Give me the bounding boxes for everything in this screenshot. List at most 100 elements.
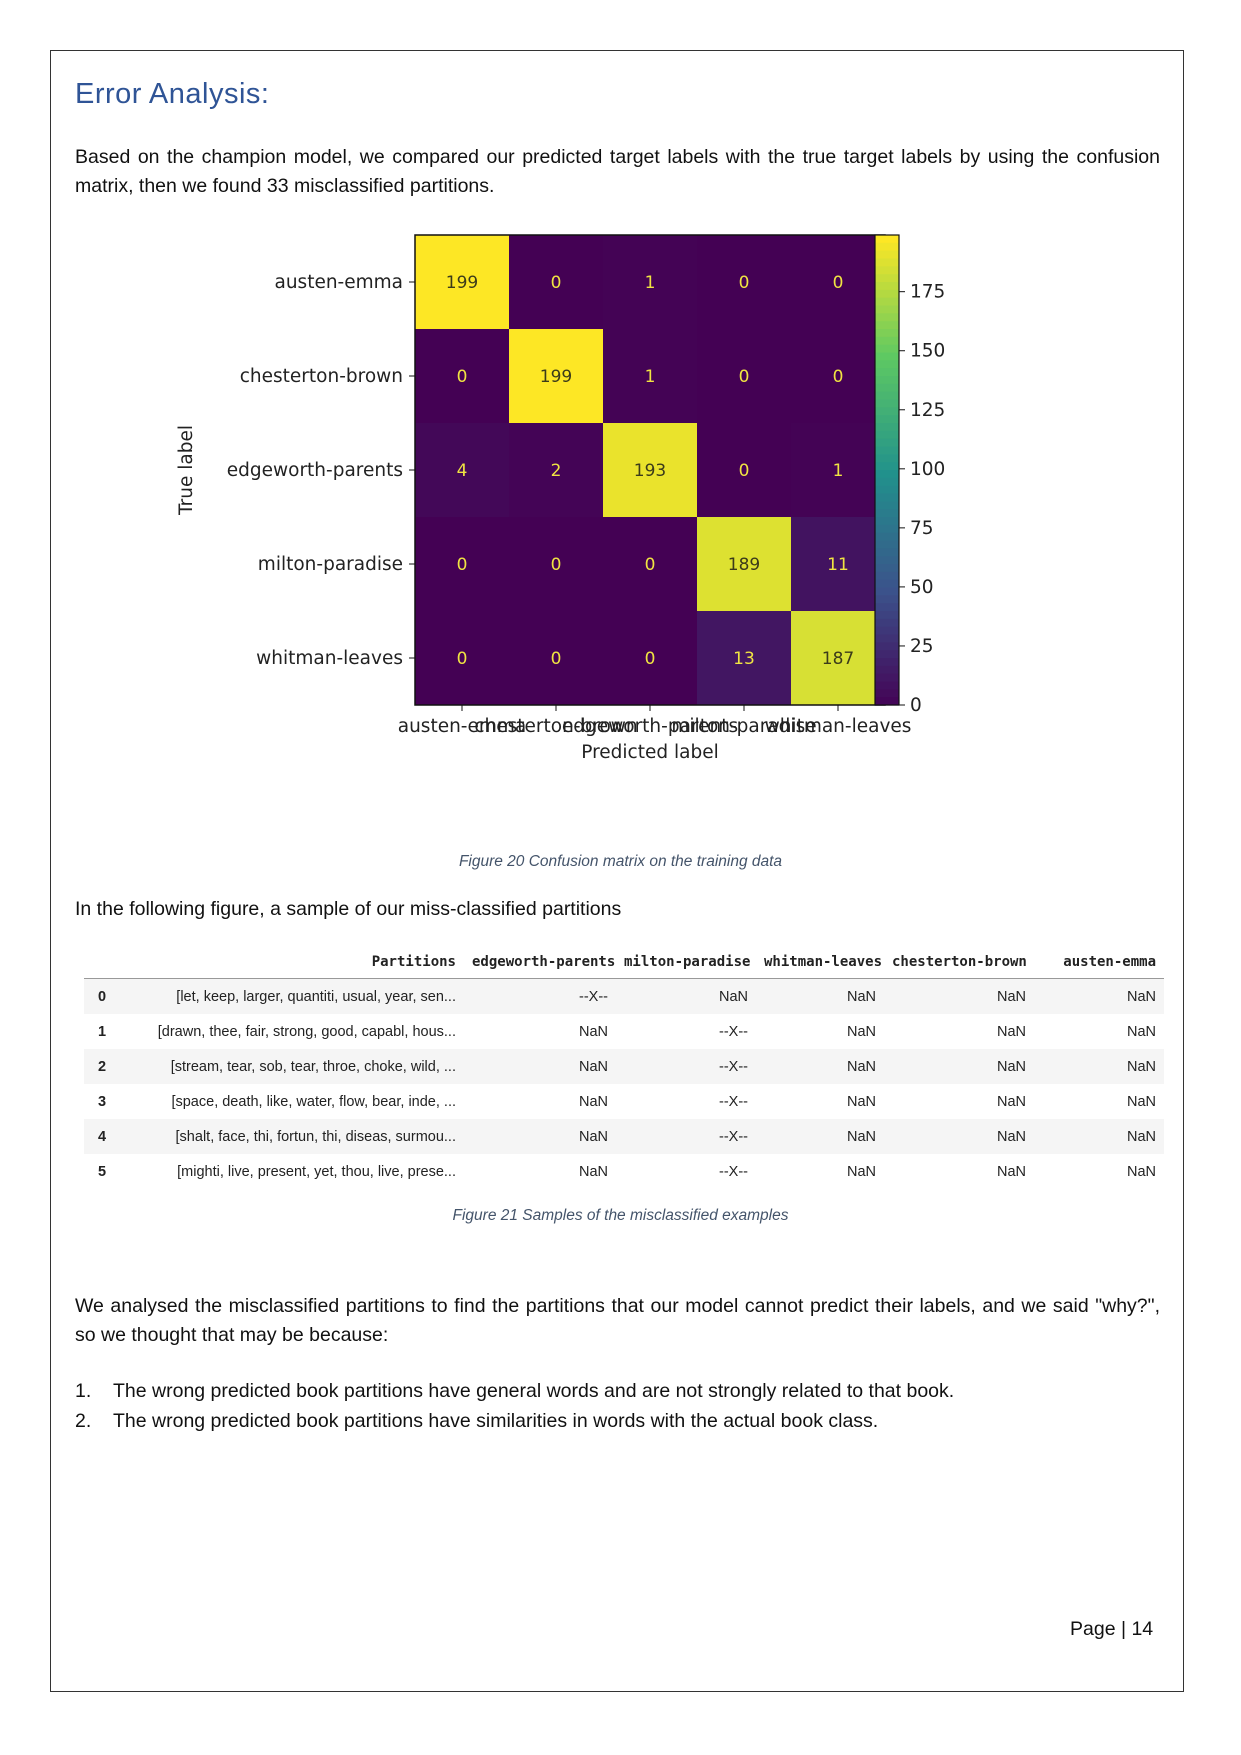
confusion-matrix-figure: 199 0 1 0 0 0 199 1 0 0 4 2 193 0 1 0 0 0 189 11 0 0 0 13 187 aus… — [170, 225, 1070, 825]
colorbar-segment — [875, 329, 899, 338]
colorbar-segment — [875, 407, 899, 416]
colorbar-segment — [875, 603, 899, 612]
cell-whitman-leaves: NaN — [846, 1163, 876, 1180]
cell-value-label: 0 — [645, 555, 656, 575]
header-austen-emma: austen-emma — [1034, 948, 1164, 979]
colorbar-segment — [875, 297, 899, 307]
paragraph-analysis: We analysed the misclassified partitions… — [75, 1295, 1160, 1346]
colorbar-tick-label: 25 — [910, 636, 934, 657]
colorbar-segment — [875, 650, 899, 659]
heatmap-cell — [509, 517, 603, 611]
colorbar-segment — [875, 258, 899, 267]
x-tick-label: chesterton-brown — [474, 716, 637, 737]
cell-value-label: 0 — [457, 649, 468, 669]
table-row: 1 [drawn, thee, fair, strong, good, capa… — [84, 1014, 1164, 1049]
confusion-matrix-chart: 199 0 1 0 00 199 1 0 04 2 193 0 10 0 0 189 110 0 0 13 187aus… — [176, 234, 945, 763]
colorbar-segment — [875, 344, 899, 354]
cell-value-label: 1 — [645, 367, 656, 387]
colorbar-segment — [875, 634, 899, 643]
reasons-list: 1. The wrong predicted book partitions ha… — [75, 1376, 1160, 1436]
cell-austen-emma: NaN — [1034, 1049, 1164, 1084]
heatmap-cell — [415, 423, 509, 517]
cell-austen-emma: NaN — [1034, 1119, 1164, 1154]
y-axis-label: True label — [176, 425, 197, 516]
colorbar-segment — [875, 532, 899, 542]
list-item: 2. The wrong predicted book partitions ha… — [75, 1406, 1160, 1436]
colorbar-segment — [875, 626, 899, 636]
list-item-text: The wrong predicted book partitions have… — [113, 1380, 955, 1402]
heatmap-cell — [697, 329, 791, 423]
colorbar-segment — [875, 360, 899, 369]
colorbar-frame — [874, 234, 900, 706]
heatmap-cell — [697, 611, 791, 705]
colorbar-tick-label: 0 — [910, 695, 922, 716]
colorbar-segment — [875, 336, 899, 346]
heatmap-cell — [415, 611, 509, 705]
colorbar-segment — [875, 587, 899, 596]
cell-edgeworth-parents: --X-- — [464, 978, 616, 1014]
row-index: 4 — [84, 1119, 124, 1154]
heatmap-cell — [509, 235, 603, 329]
heatmap-cell — [697, 517, 791, 611]
heatmap-cell — [415, 329, 509, 423]
cell-edgeworth-parents: NaN — [464, 1119, 616, 1154]
colorbar-segment — [875, 274, 899, 283]
cell-partitions: [let, keep, larger, quantiti, usual, yea… — [124, 978, 464, 1014]
heatmap-cell — [697, 235, 791, 329]
table-header-row: Partitions edgeworth-parents milton-para… — [84, 948, 1164, 979]
colorbar-segment — [875, 250, 899, 260]
cell-milton-paradise: --X-- — [719, 1093, 748, 1110]
cell-value-label: 1 — [833, 461, 844, 481]
cell-whitman-leaves: NaN — [756, 1049, 884, 1084]
colorbar-segment — [875, 540, 899, 549]
colorbar-segment — [875, 571, 899, 581]
heatmap-cell — [415, 517, 509, 611]
heatmap-cell — [603, 423, 697, 517]
colorbar-tick-label: 100 — [910, 459, 945, 480]
cell-austen-emma: NaN — [1126, 1023, 1156, 1040]
colorbar-segment — [875, 383, 899, 393]
x-tick-label: edgeworth-parents — [562, 716, 738, 737]
paragraph-intro: Based on the champion model, we compared… — [75, 146, 1160, 197]
header-partitions: Partitions — [124, 948, 464, 979]
colorbar-segment — [875, 689, 899, 698]
colorbar-segment — [875, 579, 899, 589]
colorbar-segment — [875, 470, 899, 479]
cell-whitman-leaves: NaN — [756, 1119, 884, 1154]
cell-milton-paradise: --X-- — [719, 1023, 748, 1040]
colorbar-segment — [875, 524, 899, 534]
colorbar-segment — [875, 642, 899, 651]
cell-value-label: 0 — [551, 273, 562, 293]
cell-edgeworth-parents: NaN — [578, 1163, 608, 1180]
cell-milton-paradise: --X-- — [616, 1049, 756, 1084]
y-tick-label: chesterton-brown — [240, 366, 403, 387]
colorbar-tick-label: 175 — [910, 282, 945, 303]
cell-value-label: 0 — [551, 649, 562, 669]
colorbar-segment — [875, 548, 899, 557]
x-axis-label: Predicted label — [581, 742, 718, 763]
list-item-text: The wrong predicted book partitions have… — [113, 1410, 879, 1432]
cell-partitions: [space, death, like, water, flow, bear, … — [171, 1093, 456, 1110]
section-heading: Error Analysis: — [75, 78, 270, 110]
cell-austen-emma: NaN — [1034, 978, 1164, 1014]
cell-value-label: 0 — [739, 461, 750, 481]
cell-value-label: 0 — [739, 367, 750, 387]
row-index: 1 — [98, 1023, 107, 1040]
colorbar-segment — [875, 658, 899, 667]
colorbar-segment — [875, 517, 899, 526]
colorbar-segment — [875, 305, 899, 314]
heatmap-cell — [791, 517, 885, 611]
page-border — [50, 50, 1184, 1692]
colorbar-segment — [875, 681, 899, 690]
cell-value-label: 0 — [457, 367, 468, 387]
heatmap-cell — [603, 235, 697, 329]
cell-partitions: [mighti, live, present, yet, thou, live,… — [177, 1163, 456, 1180]
header-chesterton-brown: chesterton-brown — [884, 948, 1034, 979]
cell-value-label: 187 — [822, 649, 854, 669]
colorbar-segment — [875, 697, 899, 706]
colorbar-segment — [875, 673, 899, 683]
cell-partitions: [drawn, thee, fair, strong, good, capabl… — [157, 1023, 456, 1040]
paragraph-sample-intro: In the following figure, a sample of our… — [75, 898, 622, 920]
cell-chesterton-brown: NaN — [884, 1049, 1034, 1084]
cell-chesterton-brown: NaN — [996, 1163, 1026, 1180]
